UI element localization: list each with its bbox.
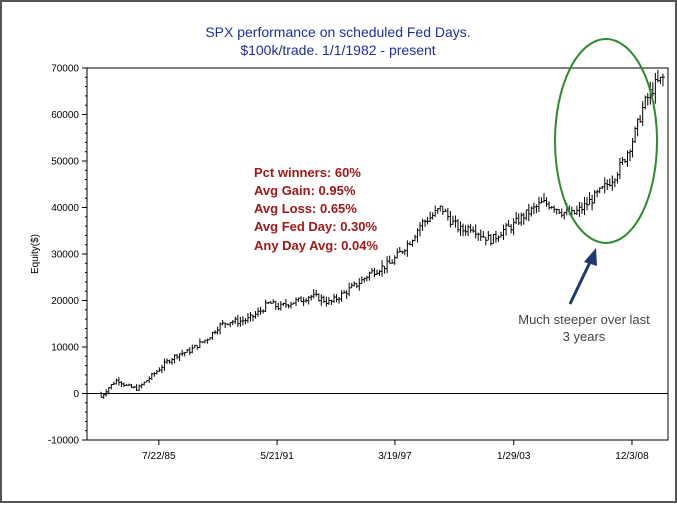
stat-avg-gain: Avg Gain: 0.95% (254, 183, 356, 198)
stat-avg-loss: Avg Loss: 0.65% (254, 201, 357, 216)
x-axis: 7/22/85 5/21/91 3/19/97 1/29/03 12/3/08 (142, 440, 649, 462)
y-tick-label: 30000 (51, 250, 79, 261)
annotation-line-1: Much steeper over last (518, 312, 650, 327)
stat-any-day-avg: Any Day Avg: 0.04% (254, 238, 378, 253)
arrow-shaft (568, 259, 593, 305)
x-tick-label: 7/22/85 (142, 451, 176, 462)
y-tick-label: 0 (73, 389, 79, 400)
x-tick-label: 12/3/08 (615, 451, 649, 462)
y-tick-label: 10000 (51, 343, 79, 354)
x-tick-label: 1/29/03 (497, 451, 531, 462)
y-tick-label: -10000 (48, 436, 80, 447)
y-axis-label: Equity($) (30, 234, 41, 274)
annotation-line-2: 3 years (563, 329, 606, 344)
equity-series (100, 69, 665, 399)
highlight-ellipse (554, 38, 658, 244)
y-tick-label: 40000 (51, 203, 79, 214)
annotation-arrow (568, 248, 597, 305)
arrow-head (584, 248, 597, 266)
stat-avg-fed-day: Avg Fed Day: 0.30% (254, 219, 378, 234)
y-tick-label: 50000 (51, 157, 79, 168)
y-tick-label: 70000 (51, 64, 79, 75)
chart-title-line-1: SPX performance on scheduled Fed Days. (205, 24, 470, 40)
x-tick-label: 5/21/91 (260, 451, 294, 462)
stat-pct-winners: Pct winners: 60% (254, 165, 361, 180)
plot-area (86, 67, 669, 441)
y-tick-label: 20000 (51, 296, 79, 307)
chart-title-line-2: $100k/trade. 1/1/1982 - present (240, 42, 435, 58)
y-tick-label: 60000 (51, 110, 79, 121)
y-axis: 70000 60000 50000 40000 30000 20000 10000 0 -100… (48, 64, 87, 447)
x-tick-label: 3/19/97 (378, 451, 412, 462)
stats-box: Pct winners: 60% Avg Gain: 0.95% Avg Los… (254, 165, 378, 253)
